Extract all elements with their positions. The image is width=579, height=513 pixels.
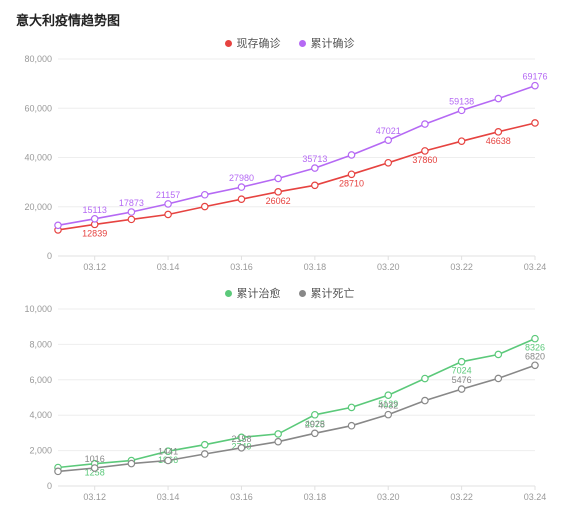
svg-text:69176: 69176 (522, 72, 547, 82)
svg-text:17873: 17873 (119, 198, 144, 208)
svg-text:46638: 46638 (486, 136, 511, 146)
legend-bottom: 累计治愈 累计死亡 (14, 285, 565, 301)
svg-text:47021: 47021 (376, 126, 401, 136)
svg-text:10,000: 10,000 (24, 304, 52, 314)
legend-top: 现存确诊 累计确诊 (14, 35, 565, 51)
svg-text:1016: 1016 (85, 454, 105, 464)
svg-text:03.16: 03.16 (230, 262, 253, 272)
svg-text:37860: 37860 (412, 155, 437, 165)
svg-text:2158: 2158 (231, 434, 251, 444)
trend-chart-top: 0 20,000 40,000 60,000 80,000 03.12 03.14 03.16… (14, 53, 565, 278)
legend-swatch (225, 40, 232, 47)
svg-text:03.12: 03.12 (83, 262, 106, 272)
svg-text:21157: 21157 (156, 190, 180, 200)
svg-text:03.14: 03.14 (157, 262, 180, 272)
svg-text:35713: 35713 (302, 154, 327, 164)
svg-text:2978: 2978 (305, 419, 325, 429)
svg-text:27980: 27980 (229, 173, 254, 183)
svg-text:12839: 12839 (82, 228, 107, 238)
svg-text:03.20: 03.20 (377, 262, 400, 272)
svg-text:03.12: 03.12 (83, 492, 106, 502)
svg-text:59138: 59138 (449, 96, 474, 106)
svg-text:0: 0 (47, 481, 52, 491)
svg-text:60,000: 60,000 (24, 103, 52, 113)
svg-text:6,000: 6,000 (29, 375, 52, 385)
legend-label: 累计确诊 (311, 35, 355, 51)
svg-text:03.18: 03.18 (304, 492, 327, 502)
svg-text:03.24: 03.24 (524, 262, 547, 272)
svg-text:0: 0 (47, 251, 52, 261)
legend-swatch (299, 290, 306, 297)
svg-text:80,000: 80,000 (24, 54, 52, 64)
svg-text:03.24: 03.24 (524, 492, 547, 502)
trend-chart-bottom: 0 2,000 4,000 6,000 8,000 10,000 03.12 03.14 03.… (14, 303, 565, 508)
svg-text:28710: 28710 (339, 178, 364, 188)
legend-swatch (225, 290, 232, 297)
svg-text:26062: 26062 (266, 196, 291, 206)
legend-label: 累计死亡 (311, 285, 355, 301)
svg-text:03.14: 03.14 (157, 492, 180, 502)
svg-text:40,000: 40,000 (24, 153, 52, 163)
svg-text:03.22: 03.22 (450, 492, 473, 502)
svg-text:1441: 1441 (158, 446, 178, 456)
legend-item: 累计确诊 (299, 35, 355, 51)
svg-text:03.18: 03.18 (304, 262, 327, 272)
svg-text:6820: 6820 (525, 351, 545, 361)
svg-text:2,000: 2,000 (29, 446, 52, 456)
legend-item: 累计治愈 (225, 285, 281, 301)
legend-label: 现存确诊 (237, 35, 281, 51)
svg-text:8,000: 8,000 (29, 339, 52, 349)
legend-label: 累计治愈 (237, 285, 281, 301)
svg-text:20,000: 20,000 (24, 202, 52, 212)
svg-text:15113: 15113 (83, 205, 107, 215)
svg-text:4,000: 4,000 (29, 410, 52, 420)
svg-text:03.20: 03.20 (377, 492, 400, 502)
chart-page: 意大利疫情趋势图 现存确诊 累计确诊 0 20,000 40,000 60,000 80… (0, 0, 579, 510)
svg-text:03.22: 03.22 (450, 262, 473, 272)
svg-text:03.16: 03.16 (230, 492, 253, 502)
legend-item: 累计死亡 (299, 285, 355, 301)
svg-text:5476: 5476 (452, 375, 472, 385)
svg-text:54030: 54030 (559, 53, 565, 55)
page-title: 意大利疫情趋势图 (16, 10, 565, 29)
legend-item: 现存确诊 (225, 35, 281, 51)
legend-swatch (299, 40, 306, 47)
svg-text:4032: 4032 (378, 401, 398, 411)
